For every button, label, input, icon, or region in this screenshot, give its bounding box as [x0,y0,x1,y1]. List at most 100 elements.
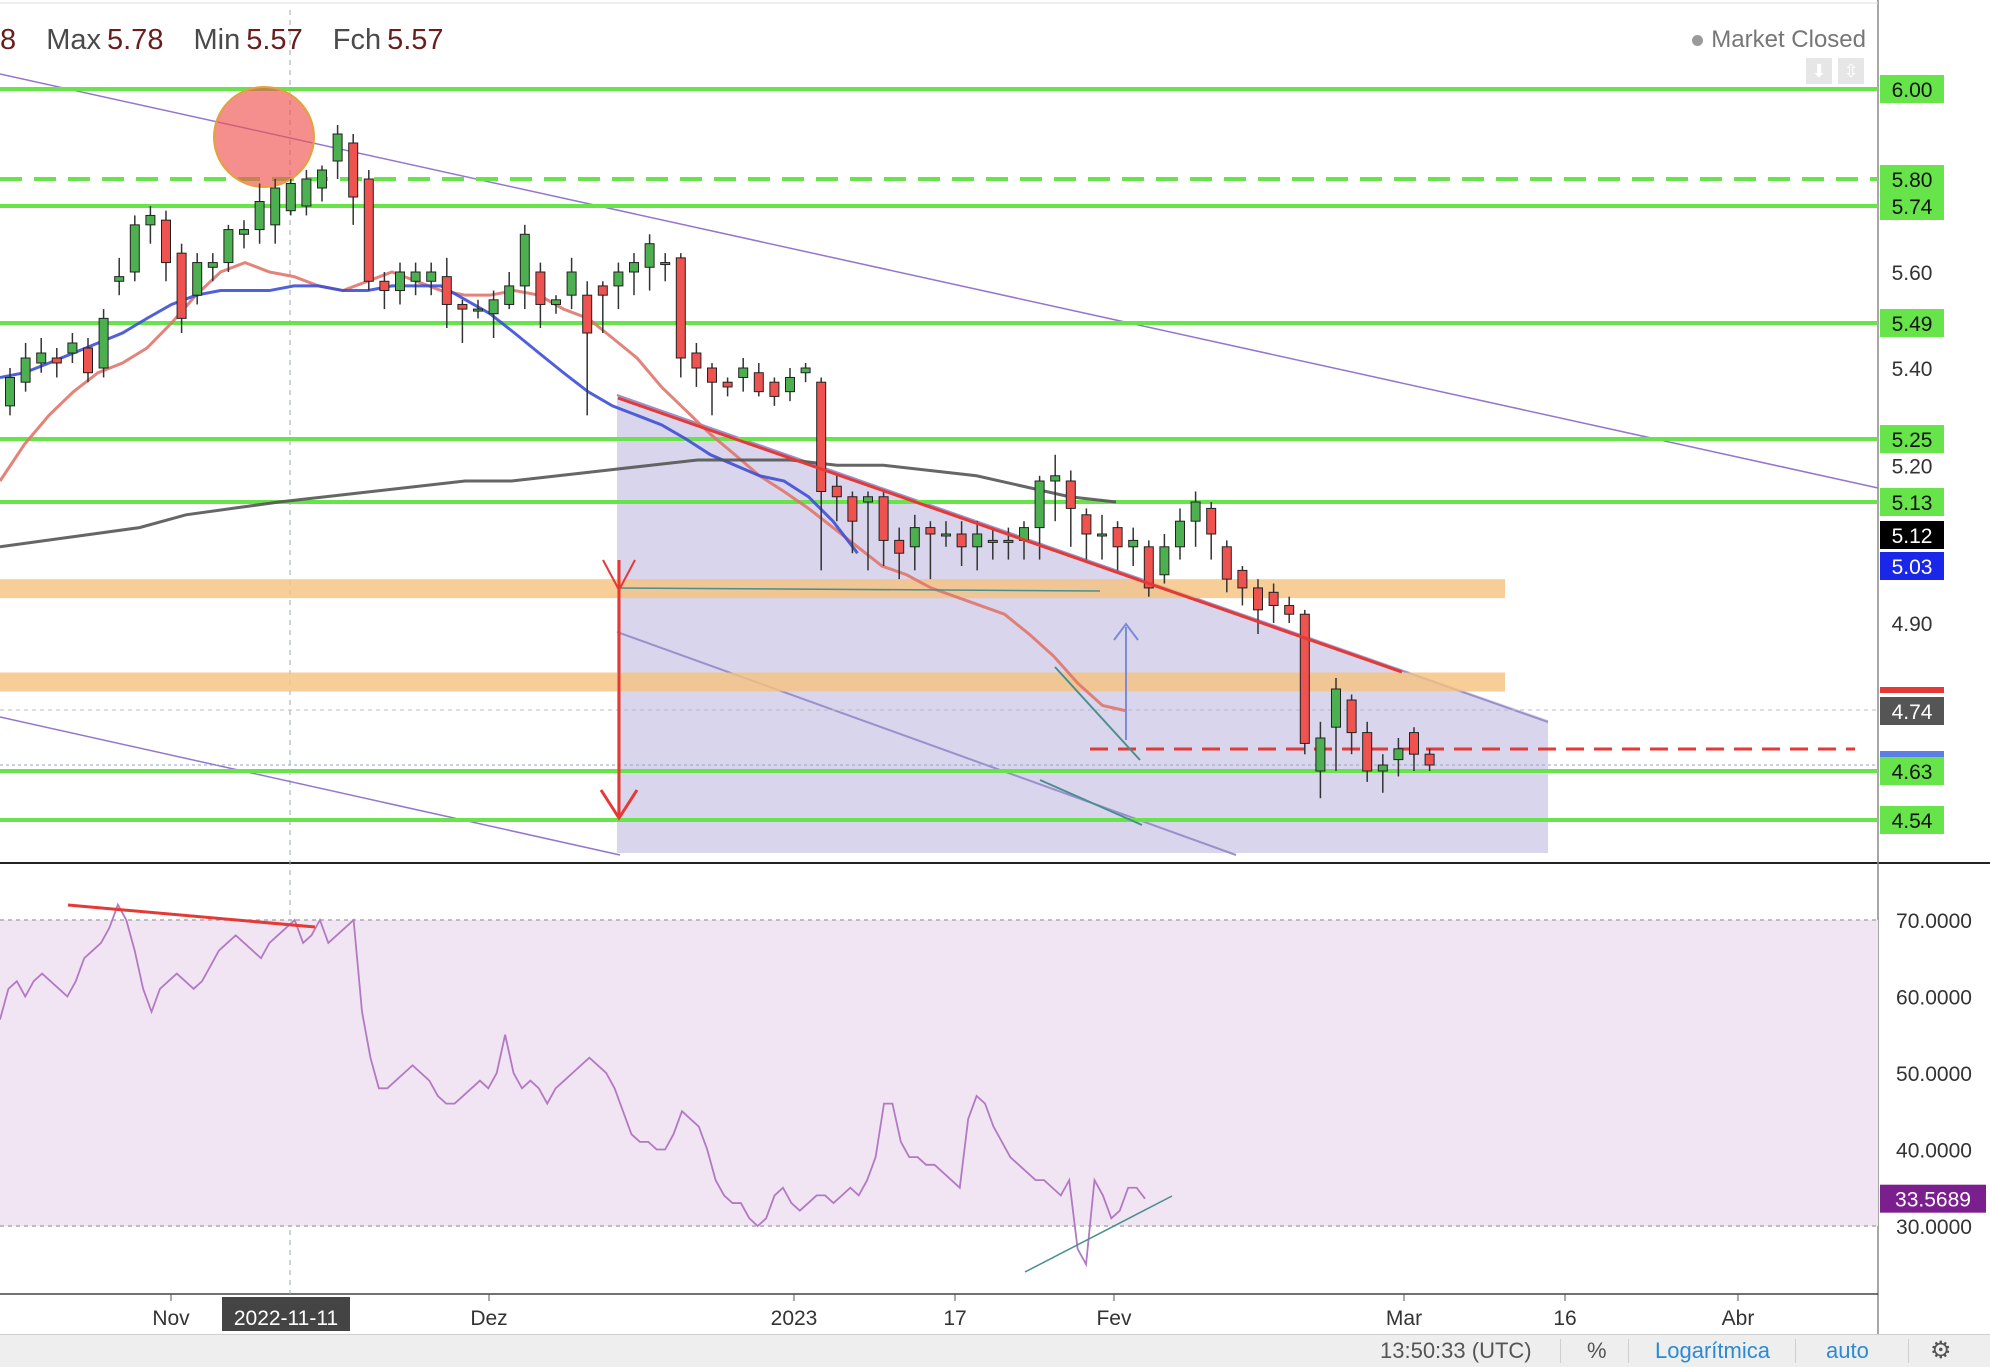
price-badge [1880,165,1944,193]
log-scale-toggle[interactable]: Logarítmica [1655,1338,1770,1363]
rsi-value-label: 33.5689 [1895,1189,1971,1212]
candle-body [207,262,218,268]
move-down-icon[interactable]: ⬇ [1806,58,1832,84]
candle-body [441,276,452,305]
price-badge-label: 5.12 [1892,525,1933,548]
price-tick-label: 4.90 [1892,613,1933,636]
bottom-toolbar: 13:50:33 (UTC) % Logarítmica auto ⚙ [0,1334,1990,1367]
candle-body [753,372,764,393]
channel-box [617,395,1548,853]
channel-lower-edge [616,631,1237,856]
candle-body [317,169,327,189]
price-axis[interactable]: 6.00 5.80 5.74 5.60 5.49 5.40 5.25 5.20 5.13 5.12… [1880,75,1944,834]
candle-body [1268,591,1279,606]
candle-body [1237,569,1248,589]
candle-body [769,381,780,397]
candle-body [987,539,998,543]
candle-body [1284,604,1295,615]
candle-body [223,229,234,264]
time-tick-label: Mar [1386,1307,1422,1330]
candle-body [551,299,561,305]
candle-body [707,367,717,383]
rsi-divergence-line [67,903,316,929]
expand-pane-icon[interactable]: ⇳ [1838,58,1864,84]
legend-prefix: 8 [0,24,17,56]
candle-body [36,352,47,364]
candle-body [488,299,499,315]
candle-body [816,381,827,493]
price-badge [1880,309,1944,337]
price-badge-label: 5.74 [1892,196,1933,219]
resistance-trendline [617,396,1403,674]
candle-body [1097,533,1107,537]
candle-body [254,201,265,231]
clock-readout[interactable]: 13:50:33 (UTC) [1380,1338,1532,1363]
candle-body [1081,514,1092,535]
candle-body [941,533,951,537]
price-badge [1880,488,1944,516]
rsi-pane[interactable]: 70.0000 60.0000 50.0000 40.0000 30.0000 33.56… [0,902,1986,1273]
percent-toggle[interactable]: % [1587,1338,1607,1363]
candle-body [738,367,749,378]
candle-body [1065,480,1076,509]
arrow-head-down [599,789,639,821]
time-tick-label: Dez [470,1307,507,1330]
legend-min-label: Min [193,24,241,56]
rsi-value-badge [1880,1184,1986,1213]
candle-body [675,257,686,359]
support-zone [0,672,1505,692]
arrow-tip-mark [602,559,636,593]
candle-body [863,496,873,503]
toolbar-separator [1908,1339,1909,1363]
price-tick-label: 5.40 [1892,358,1933,381]
candle-body [1034,480,1045,529]
price-pane[interactable] [0,0,1990,1334]
candle-body [1253,587,1263,611]
wedge-line [1054,666,1141,761]
candle-body [629,262,639,273]
candle-body [566,271,577,296]
candle-body [894,539,905,554]
moving-average-line [0,260,1128,713]
wedge-line [1039,779,1143,826]
candle-body [473,308,483,312]
rsi-support-line [1024,1195,1173,1273]
candle-body [67,342,78,354]
candle-body [1424,753,1435,766]
candle-body [270,187,281,226]
candle-body [98,317,109,369]
moving-average-line [0,458,1117,549]
time-tick-label: 2023 [771,1307,818,1330]
candle-body [1221,546,1232,580]
candle-body [504,285,515,305]
candle-body [644,243,655,268]
price-badge-label: 4.54 [1892,810,1933,833]
candle-body [1128,539,1139,548]
price-badge-label: 6.00 [1892,79,1933,102]
candle-body [129,224,140,273]
moving-average-line [0,284,859,555]
gear-icon[interactable]: ⚙ [1930,1337,1952,1364]
candle-body [613,271,624,287]
candle-body [348,142,359,198]
toolbar-separator [1628,1339,1629,1363]
candle-body [20,357,31,383]
candle-body [395,271,405,292]
candle-body [176,252,187,319]
candle-body [1190,501,1201,522]
candle-body [847,496,858,522]
base-line [619,587,1101,592]
time-axis[interactable]: Nov 2022-11-11 Dez 2023 17 Fev Mar 16 Abr [152,1294,1754,1331]
candle-body [426,271,437,282]
price-badge [1880,757,1944,785]
candle-body [1159,546,1170,576]
price-badge-label: 4.74 [1892,701,1933,724]
candle-body [1003,539,1014,543]
price-badge-label: 5.13 [1892,492,1933,515]
legend-close-value: 5.57 [387,24,444,56]
auto-scale-toggle[interactable]: auto [1826,1338,1869,1363]
price-badge [1880,521,1944,549]
candle-body [519,233,530,287]
pane-controls: ⬇ ⇳ [1806,58,1864,84]
